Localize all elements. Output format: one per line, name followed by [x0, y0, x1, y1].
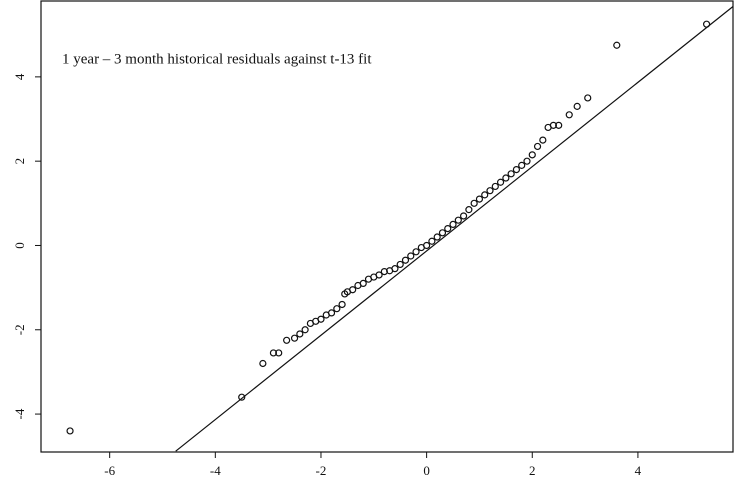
x-tick-label: -6: [104, 463, 115, 478]
point: [259, 359, 267, 368]
point: [275, 349, 283, 357]
point: [391, 265, 399, 273]
point: [269, 349, 278, 357]
point: [449, 220, 457, 228]
point: [533, 142, 542, 151]
point: [502, 174, 510, 182]
point: [481, 191, 489, 199]
point: [555, 121, 563, 129]
point: [528, 151, 536, 159]
point: [486, 187, 494, 195]
point: [438, 229, 447, 237]
point: [428, 237, 436, 245]
x-tick-label: 2: [529, 463, 536, 478]
reference-line: [175, 6, 734, 452]
point: [470, 199, 478, 207]
point: [454, 216, 462, 224]
point: [565, 111, 573, 119]
x-tick-label: 0: [423, 463, 430, 478]
point: [412, 248, 420, 256]
point: [518, 161, 526, 169]
x-tick-label: -4: [210, 463, 221, 478]
point: [465, 206, 473, 214]
chart-title: 1 year – 3 month historical residuals ag…: [62, 51, 372, 67]
point: [338, 300, 346, 309]
point: [396, 260, 404, 269]
point: [491, 182, 499, 191]
plot-frame: [40, 0, 734, 453]
point: [512, 165, 521, 174]
point: [66, 427, 74, 435]
point: [359, 279, 367, 288]
point: [539, 136, 547, 144]
point: [407, 252, 415, 260]
point: [333, 305, 341, 313]
point: [507, 170, 515, 178]
y-tick-label: 0: [12, 242, 27, 249]
y-tick-label: 2: [12, 158, 27, 165]
point: [296, 330, 304, 338]
point: [444, 225, 452, 233]
point: [549, 121, 557, 129]
point: [317, 315, 325, 323]
point: [433, 233, 441, 241]
point: [327, 309, 336, 317]
point: [423, 241, 431, 250]
point: [238, 393, 246, 401]
point: [380, 268, 388, 276]
point: [283, 336, 291, 344]
point: [475, 195, 484, 203]
point: [349, 286, 357, 294]
point: [459, 212, 468, 220]
point: [375, 271, 383, 279]
y-tick-label: -4: [12, 408, 27, 419]
point: [523, 157, 531, 165]
x-tick-label: 4: [635, 463, 642, 478]
y-tick-label: 4: [12, 73, 27, 80]
point: [613, 41, 621, 49]
x-tick-label: -2: [316, 463, 327, 478]
point: [301, 326, 309, 334]
point: [401, 256, 410, 264]
point: [584, 94, 592, 102]
point: [496, 178, 505, 186]
point: [290, 334, 299, 342]
y-tick-label: -2: [12, 324, 27, 335]
point: [573, 102, 581, 110]
